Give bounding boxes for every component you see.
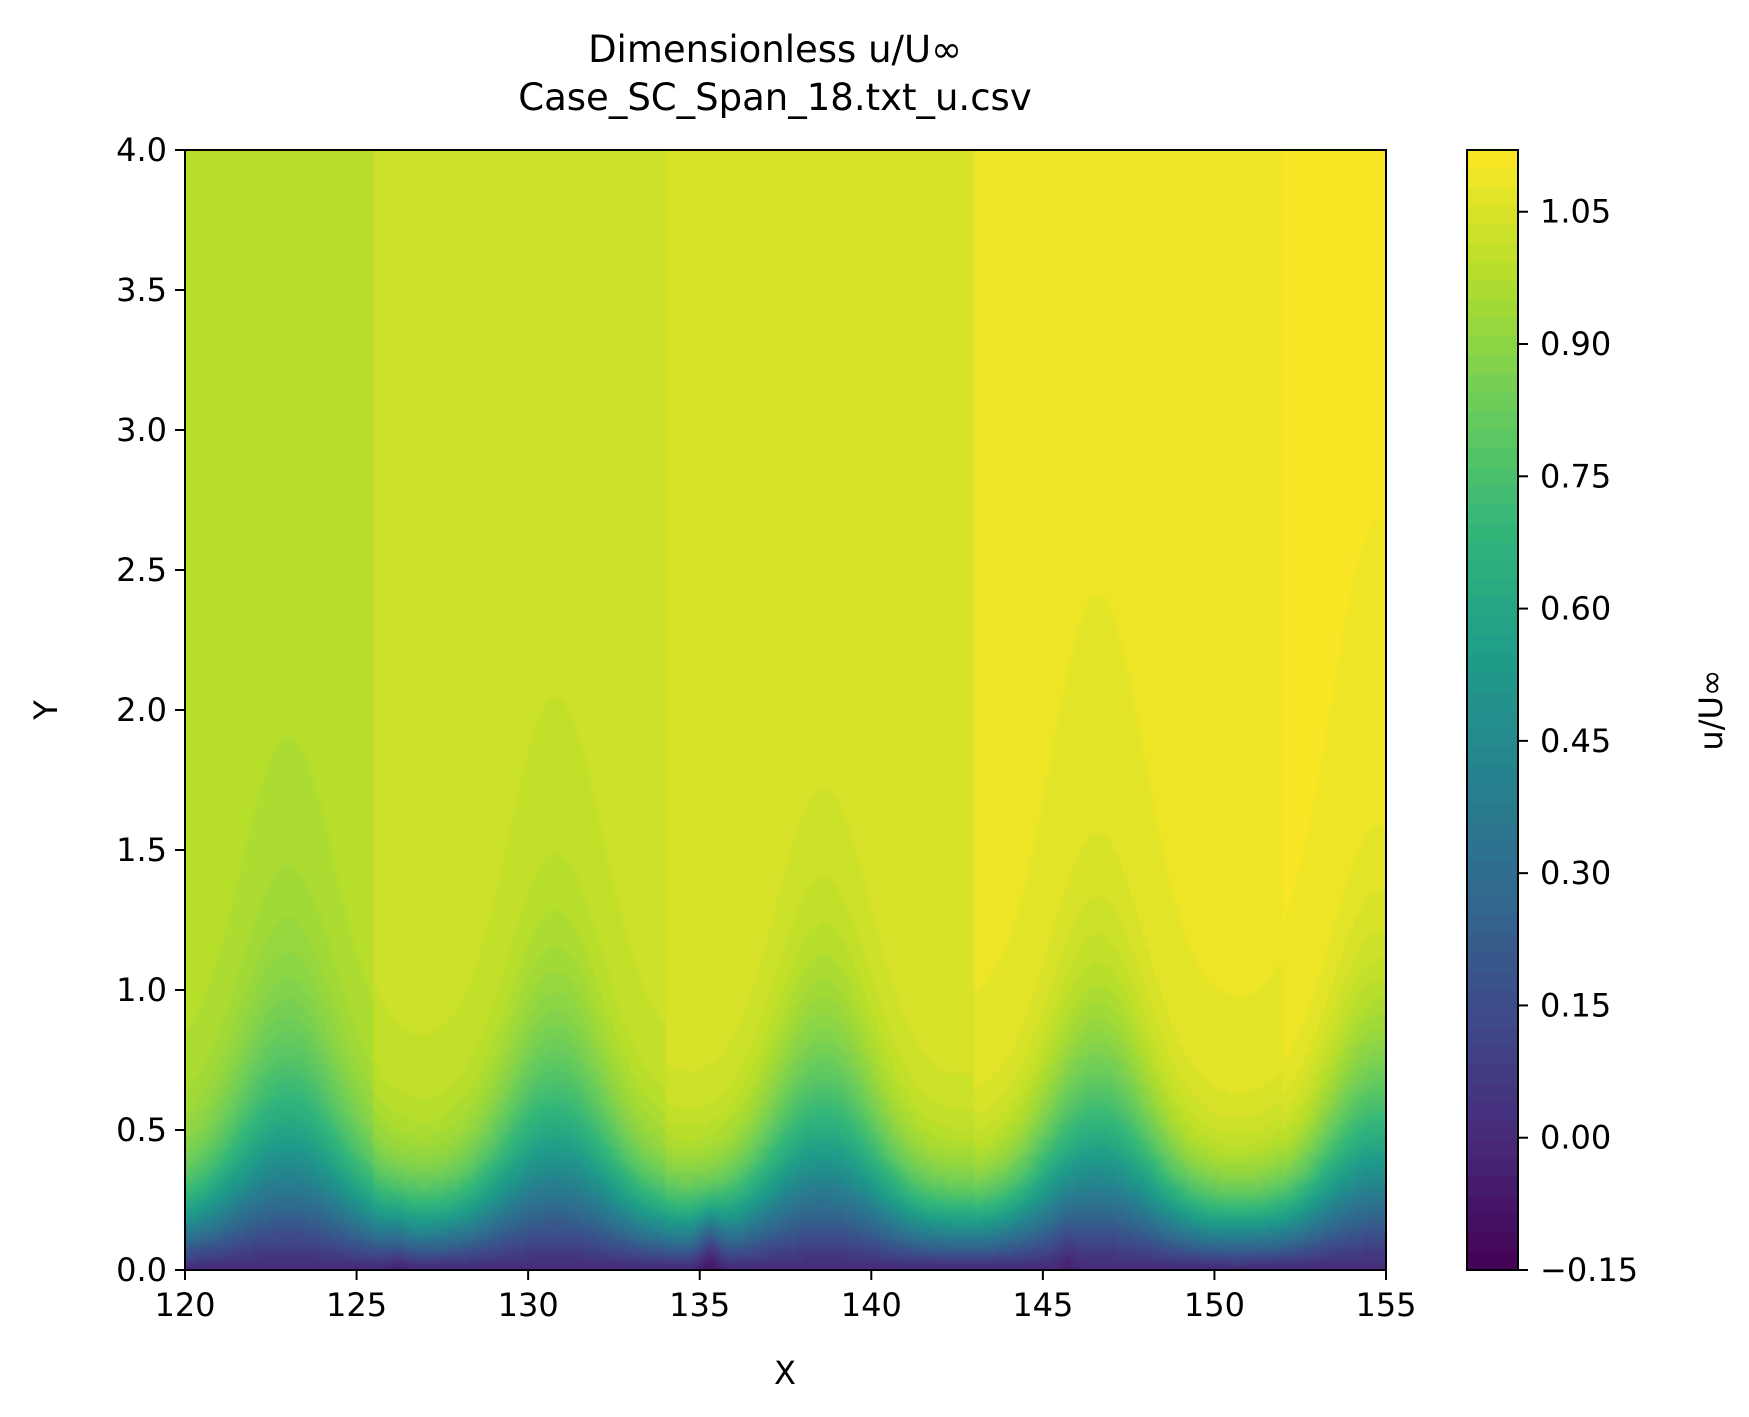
colorbar-label: u/U∞ (1692, 669, 1730, 750)
x-tick-label: 140 (841, 1286, 902, 1324)
y-tick-label: 2.0 (116, 691, 167, 729)
y-tick-label: 0.5 (116, 1111, 167, 1149)
x-tick-label: 135 (669, 1286, 730, 1324)
colorbar-tick-label: 0.90 (1540, 325, 1611, 363)
colorbar-tick-label: 0.15 (1540, 986, 1611, 1024)
colorbar-tick-label: 0.45 (1540, 722, 1611, 760)
colorbar-tick-label: 0.60 (1540, 590, 1611, 628)
x-tick-label: 130 (498, 1286, 559, 1324)
y-tick-label: 3.0 (116, 411, 167, 449)
chart-subtitle: Case_SC_Span_18.txt_u.csv (518, 76, 1031, 119)
colorbar-frame (1466, 149, 1519, 1271)
x-tick-label: 145 (1012, 1286, 1073, 1324)
x-axis: 120 125 130 135 140 145 150 155 (154, 1270, 1417, 1324)
heatmap-field (185, 150, 1386, 1270)
colorbar: −0.15 0.00 0.15 0.30 0.45 0.60 0.75 0.90 1.05 u/… (1466, 149, 1730, 1289)
y-tick-label: 1.0 (116, 971, 167, 1009)
y-tick-label: 0.0 (116, 1251, 167, 1289)
x-tick-label: 120 (154, 1286, 215, 1324)
colorbar-tick-label: −0.15 (1540, 1251, 1638, 1289)
colorbar-ticks: −0.15 0.00 0.15 0.30 0.45 0.60 0.75 0.90 1.05 (1518, 193, 1638, 1289)
y-tick-label: 4.0 (116, 131, 167, 169)
chart-title: Dimensionless u/U∞ (588, 28, 962, 71)
colorbar-gradient (1467, 150, 1518, 1270)
x-axis-label: X (774, 1354, 796, 1392)
x-tick-label: 125 (326, 1286, 387, 1324)
x-tick-label: 155 (1355, 1286, 1416, 1324)
y-tick-label: 3.5 (116, 271, 167, 309)
colorbar-tick-label: 0.00 (1540, 1119, 1611, 1157)
x-tick-label: 150 (1184, 1286, 1245, 1324)
y-axis-label: Y (27, 700, 65, 721)
colorbar-tick-label: 0.30 (1540, 854, 1611, 892)
y-tick-label: 2.5 (116, 551, 167, 589)
y-axis: 0.0 0.5 1.0 1.5 2.0 2.5 3.0 3.5 4.0 (116, 131, 185, 1289)
colorbar-tick-label: 1.05 (1540, 193, 1611, 231)
y-tick-label: 1.5 (116, 831, 167, 869)
plot-area (184, 149, 1387, 1271)
colorbar-tick-label: 0.75 (1540, 457, 1611, 495)
